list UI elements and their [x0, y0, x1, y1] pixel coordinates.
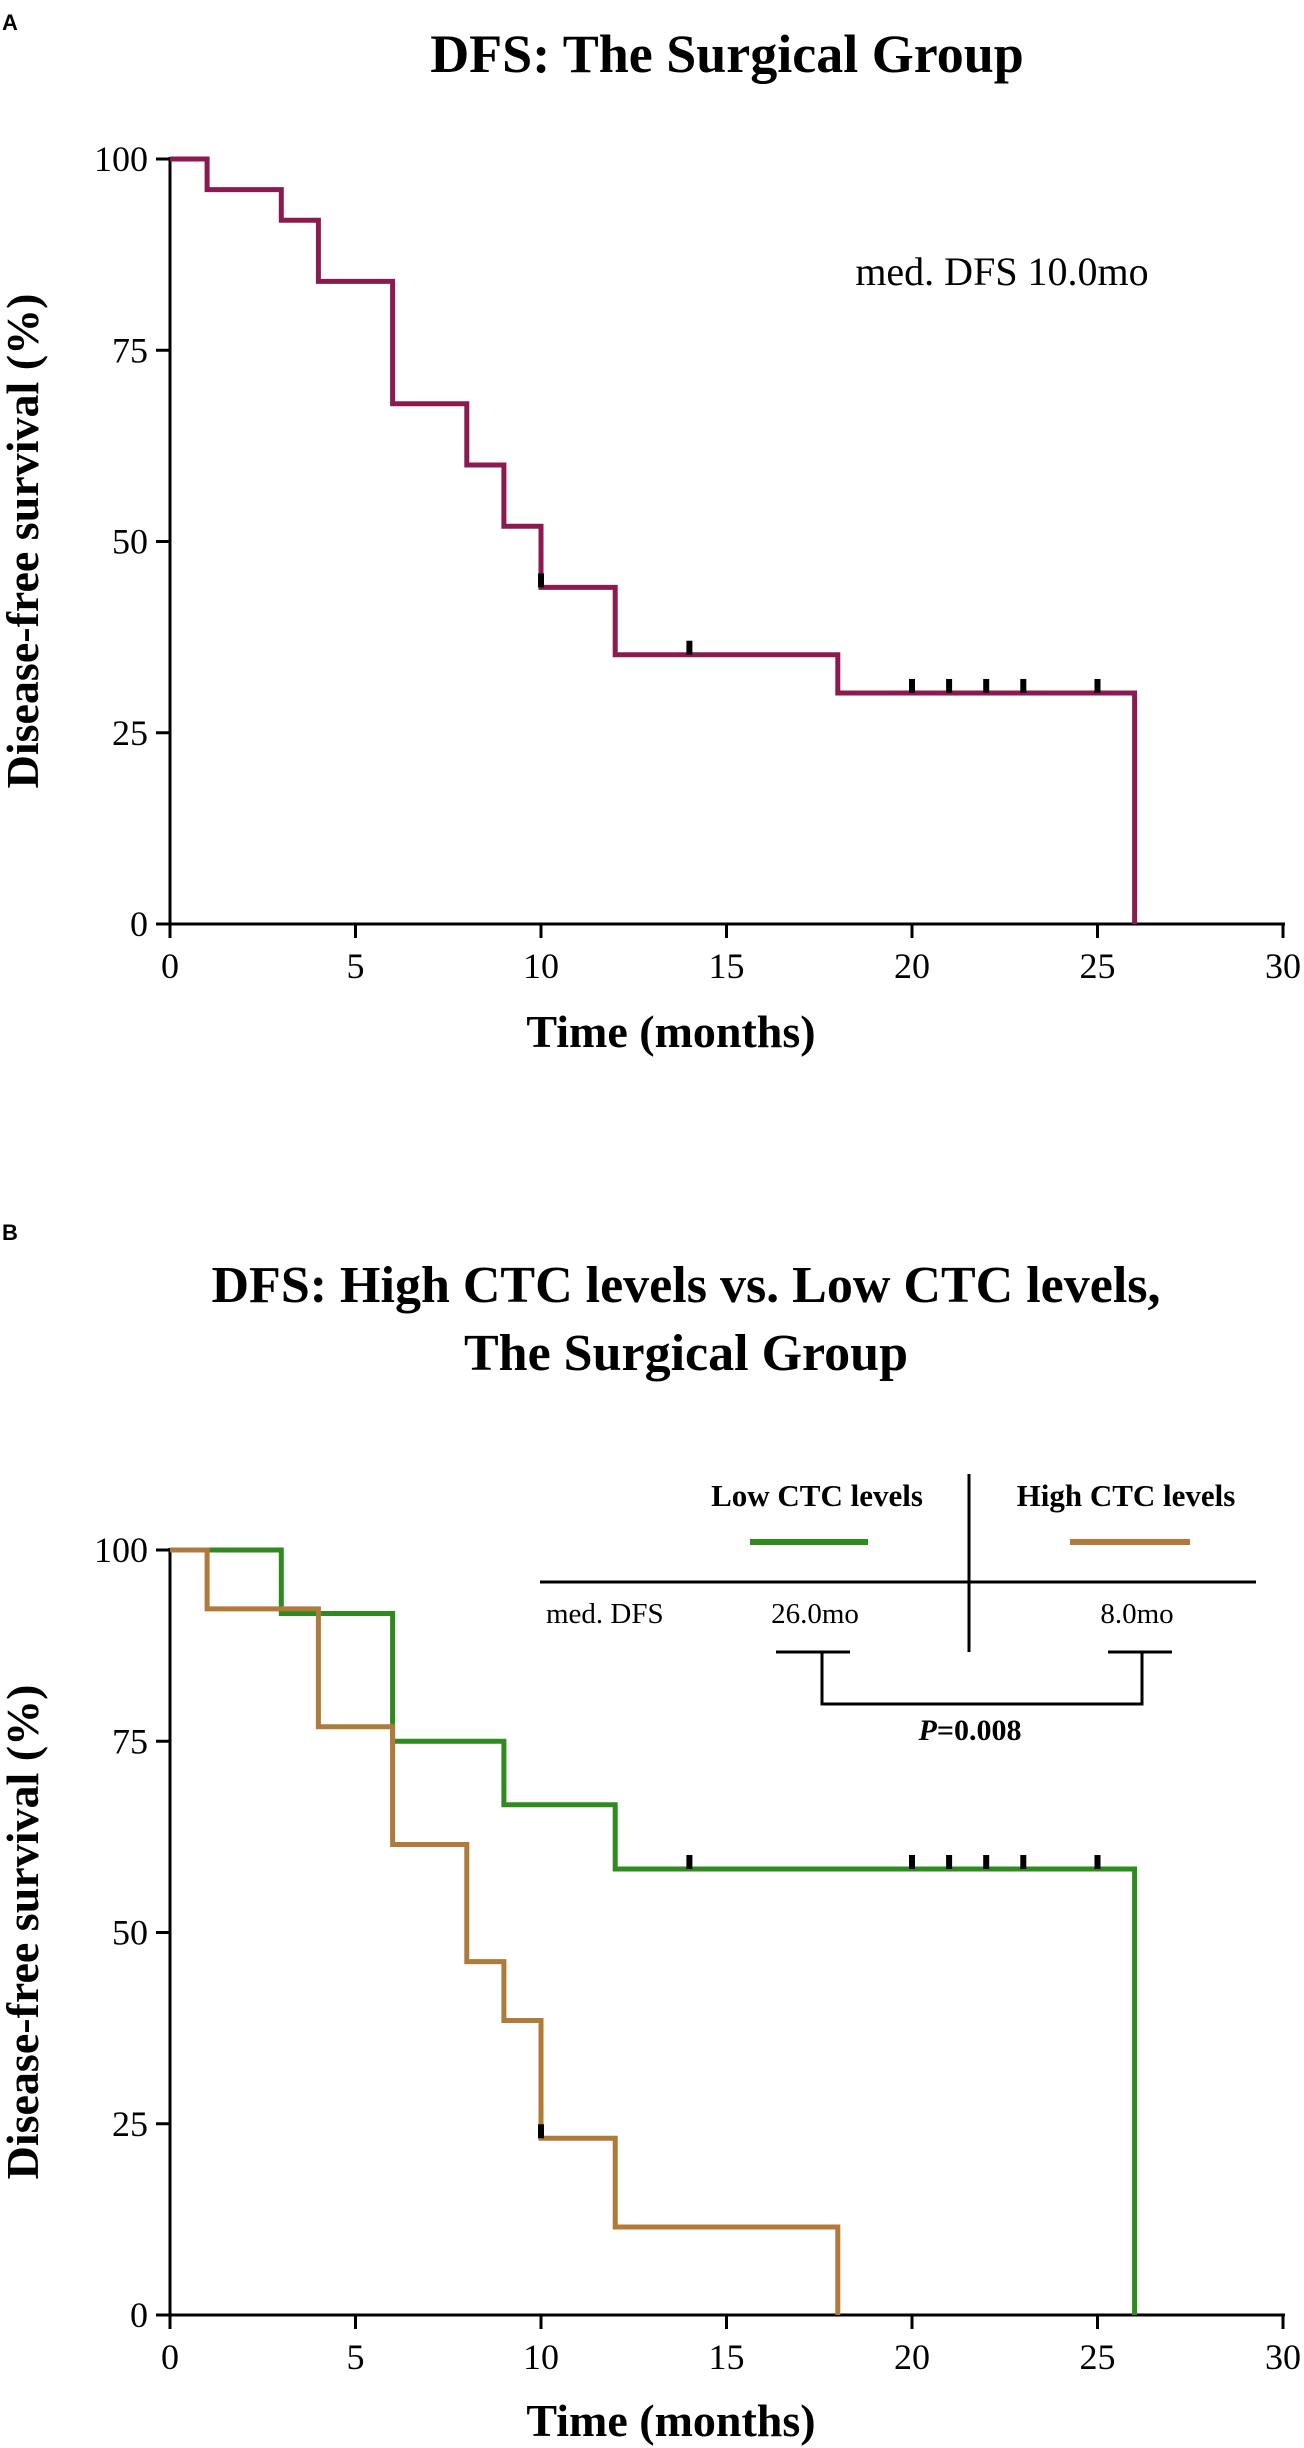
- x-tick-label: 15: [709, 946, 745, 986]
- y-tick-label: 25: [112, 2104, 148, 2144]
- x-tick-label: 5: [347, 2337, 365, 2377]
- km-curve-high-ctc-levels: [170, 1547, 841, 2315]
- axes-b: 0 5 10 15 20 25 30 0 25 50 75 100: [94, 1530, 1301, 2377]
- y-tick-label: 50: [112, 522, 148, 562]
- x-tick-label: 25: [1080, 2337, 1116, 2377]
- chart-title-b-line2: The Surgical Group: [464, 1325, 908, 1382]
- plot-area-a: [170, 156, 1138, 924]
- p-value-text: P=0.008: [918, 1714, 1022, 1747]
- y-axis-label-a: Disease-free survival (%): [0, 294, 48, 789]
- y-tick-label: 50: [112, 1913, 148, 1953]
- plot-area-b: [170, 1547, 1138, 2315]
- legend-b: Low CTC levels High CTC levels med. DFS …: [540, 1474, 1256, 1747]
- panel-a: A DFS: The Surgical Group med. DFS 10.0m…: [0, 10, 1301, 1057]
- legend-low-label: Low CTC levels: [711, 1478, 923, 1513]
- chart-title-b-line1: DFS: High CTC levels vs. Low CTC levels,: [212, 1257, 1161, 1314]
- x-tick-label: 0: [161, 2337, 179, 2377]
- y-tick-label: 75: [112, 330, 148, 370]
- y-tick-label: 0: [130, 904, 148, 944]
- legend-low-median: 26.0mo: [771, 1598, 859, 1630]
- x-tick-label: 5: [347, 946, 365, 986]
- y-tick-label: 25: [112, 713, 148, 753]
- x-axis-label-a: Time (months): [526, 1006, 815, 1057]
- y-axis-label-b: Disease-free survival (%): [0, 1685, 48, 2180]
- x-tick-label: 10: [523, 946, 559, 986]
- legend-high-median: 8.0mo: [1100, 1598, 1173, 1630]
- x-tick-label: 20: [894, 2337, 930, 2377]
- km-curve-low-ctc-levels: [170, 1547, 1138, 2315]
- y-tick-label: 75: [112, 1721, 148, 1761]
- panel-label-a: A: [2, 10, 18, 35]
- x-tick-label: 20: [894, 946, 930, 986]
- km-curve-surgical-group: [170, 156, 1138, 924]
- x-axis-label-b: Time (months): [526, 2395, 815, 2446]
- panel-label-b: B: [2, 1220, 18, 1245]
- x-tick-label: 25: [1080, 946, 1116, 986]
- panel-b: B DFS: High CTC levels vs. Low CTC level…: [0, 1220, 1301, 2446]
- y-tick-label: 100: [94, 1530, 148, 1570]
- chart-title-a: DFS: The Surgical Group: [430, 24, 1024, 84]
- x-tick-label: 15: [709, 2337, 745, 2377]
- legend-row-label: med. DFS: [546, 1598, 664, 1630]
- x-tick-label: 10: [523, 2337, 559, 2377]
- x-tick-label: 30: [1265, 946, 1301, 986]
- median-annotation-a: med. DFS 10.0mo: [855, 249, 1148, 294]
- legend-high-label: High CTC levels: [1017, 1478, 1236, 1513]
- y-tick-label: 0: [130, 2295, 148, 2335]
- y-tick-label: 100: [94, 139, 148, 179]
- x-tick-label: 30: [1265, 2337, 1301, 2377]
- axes-a: 0 5 10 15 20 25 30 0 25 50 75 100: [94, 139, 1301, 986]
- p-value-bracket: [776, 1650, 1172, 1706]
- x-tick-label: 0: [161, 946, 179, 986]
